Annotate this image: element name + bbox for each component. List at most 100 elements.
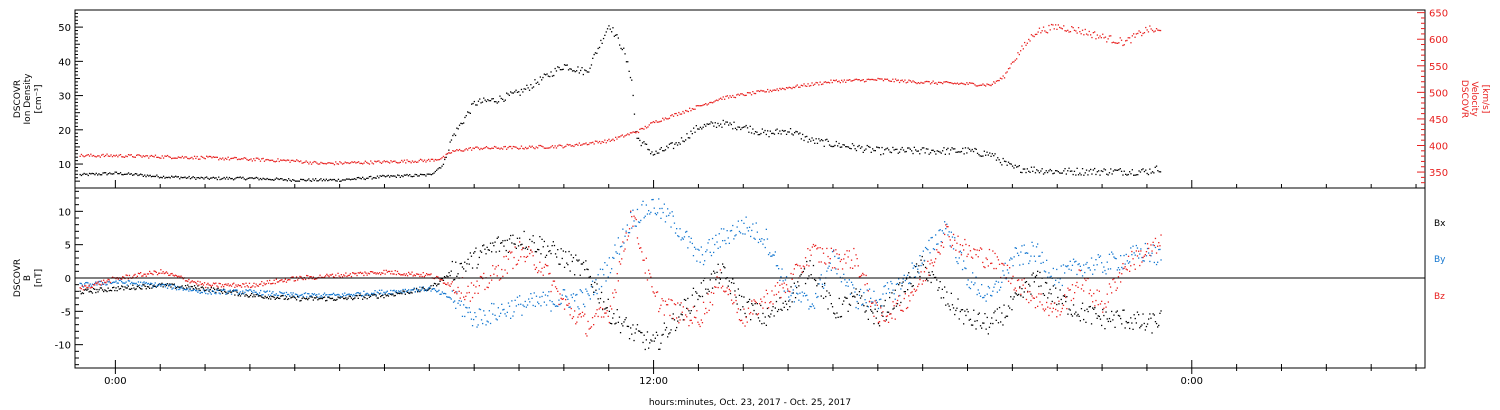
bz-point — [572, 316, 575, 318]
density-point — [393, 175, 395, 177]
by-point — [159, 283, 161, 285]
by-point — [724, 239, 726, 242]
velocity-point — [967, 83, 969, 85]
bz-point — [136, 275, 138, 277]
by-point — [948, 231, 950, 233]
density-point — [709, 123, 711, 125]
velocity-point — [975, 85, 977, 87]
bx-point — [508, 238, 511, 240]
bz-point — [482, 277, 484, 280]
by-point — [1023, 244, 1025, 246]
by-point — [1108, 253, 1111, 255]
bx-point — [328, 296, 330, 298]
bz-point — [1122, 263, 1124, 265]
bx-point — [246, 294, 248, 297]
velocity-point — [235, 157, 237, 159]
velocity-point — [999, 77, 1002, 79]
bx-point — [1055, 287, 1057, 289]
velocity-point — [542, 146, 544, 148]
bz-point — [859, 275, 862, 278]
velocity-point — [968, 82, 971, 84]
bz-point — [815, 244, 817, 247]
density-point — [273, 179, 275, 181]
bx-point — [417, 291, 419, 293]
by-point — [871, 301, 873, 303]
bx-point — [448, 272, 450, 274]
bz-point — [460, 292, 462, 294]
by-point — [915, 265, 918, 267]
bz-point — [304, 278, 307, 281]
by-point — [386, 290, 388, 292]
density-point — [720, 123, 722, 125]
bx-point — [520, 244, 522, 246]
bx-point — [274, 298, 276, 300]
bz-point — [1134, 268, 1136, 270]
bx-point — [820, 295, 822, 297]
bz-point — [377, 273, 379, 275]
density-point — [804, 136, 806, 138]
bz-point — [533, 264, 535, 266]
bz-point — [637, 243, 640, 245]
velocity-point — [654, 121, 656, 124]
density-point — [1001, 164, 1003, 166]
by-point — [1122, 268, 1124, 270]
density-point — [597, 47, 599, 50]
by-point — [940, 241, 942, 243]
bx-point — [669, 332, 671, 334]
velocity-point — [979, 84, 981, 86]
velocity-point — [581, 144, 583, 146]
velocity-point — [161, 155, 163, 157]
by-point — [639, 221, 641, 224]
density-point — [936, 150, 938, 152]
velocity-point — [79, 155, 81, 157]
bz-point — [936, 249, 938, 251]
bx-point — [672, 313, 674, 315]
by-point — [1124, 263, 1126, 265]
velocity-point — [754, 92, 757, 95]
bx-point — [1150, 317, 1152, 319]
velocity-point — [144, 155, 146, 158]
bx-point — [466, 263, 468, 265]
bx-point — [693, 305, 696, 307]
velocity-point — [756, 90, 758, 92]
velocity-point — [1026, 42, 1028, 44]
bx-point — [436, 285, 438, 287]
velocity-point — [395, 161, 397, 164]
bz-point — [514, 246, 516, 248]
velocity-point — [693, 108, 695, 110]
velocity-point — [456, 149, 458, 151]
bz-point — [230, 285, 233, 287]
density-point — [788, 131, 790, 133]
density-point — [114, 171, 116, 173]
bz-point — [85, 285, 87, 287]
bx-point — [265, 297, 267, 299]
bz-point — [813, 245, 816, 247]
by-point — [403, 291, 405, 294]
bz-point — [232, 283, 234, 285]
bz-point — [128, 274, 131, 277]
velocity-point — [254, 159, 256, 162]
density-point — [959, 151, 961, 153]
by-point — [949, 245, 951, 247]
by-point — [750, 235, 752, 238]
bx-point — [164, 283, 166, 286]
bx-point — [739, 309, 742, 311]
by-point — [486, 320, 488, 322]
velocity-point — [897, 79, 899, 81]
by-point — [974, 282, 976, 284]
bx-point — [217, 287, 219, 290]
velocity-point — [1085, 33, 1088, 35]
velocity-point — [197, 158, 200, 160]
density-point — [726, 121, 728, 123]
by-point — [625, 230, 627, 232]
bx-point — [92, 288, 95, 290]
velocity-point — [140, 155, 142, 157]
bz-point — [1098, 290, 1100, 292]
velocity-point — [970, 82, 972, 84]
bx-point — [1062, 295, 1065, 297]
bz-point — [1092, 301, 1094, 303]
bx-point — [746, 301, 748, 303]
bx-point — [544, 256, 547, 258]
density-point — [336, 180, 338, 182]
bx-point — [599, 297, 602, 300]
